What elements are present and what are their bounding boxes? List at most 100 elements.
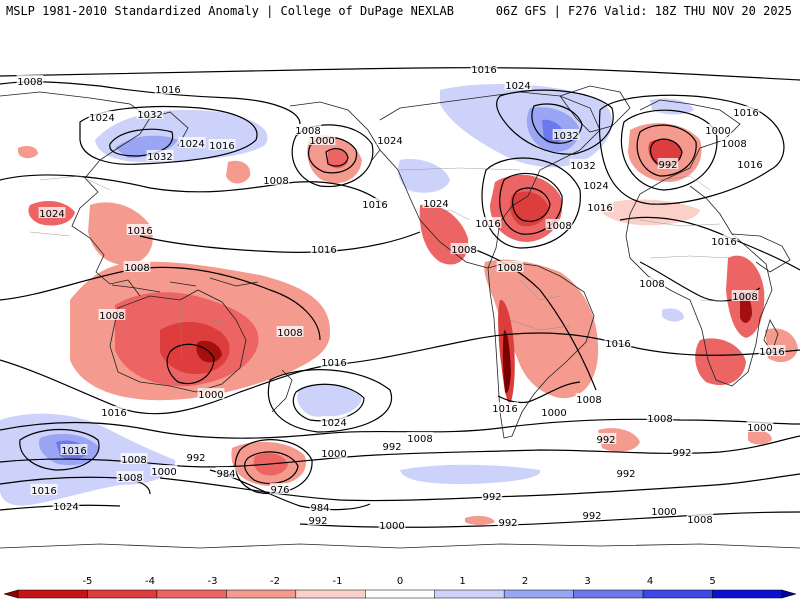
contour-label: 1016 <box>321 358 346 369</box>
contour-label-bg <box>581 509 603 520</box>
contour-label-bg <box>646 412 674 423</box>
contour-label: 1024 <box>423 199 448 210</box>
colorbar-cell <box>503 589 574 599</box>
colorbar-cell <box>17 589 88 599</box>
contour-label: 1032 <box>137 110 162 121</box>
contour-label: 1008 <box>451 245 476 256</box>
contour-label-bg <box>98 309 126 320</box>
political-borders <box>29 167 741 361</box>
contour-label: 1008 <box>732 292 757 303</box>
contour-label-bg <box>178 137 206 148</box>
contour-label-bg <box>474 217 502 228</box>
contour-label-bg <box>262 174 290 185</box>
isobar-1008-tropics <box>0 266 321 341</box>
contour-label-bg <box>215 467 237 478</box>
anomaly-north-america <box>398 159 450 193</box>
colorbar-cell <box>156 589 227 599</box>
colorbar-cells <box>3 589 797 599</box>
contour-label-bg <box>320 416 348 427</box>
isobar-1000-aus <box>166 343 215 385</box>
contour-label-bg <box>671 446 693 457</box>
contour-label-bg <box>16 75 44 86</box>
contour-label: 1016 <box>759 347 784 358</box>
coast-antarctica <box>0 543 800 549</box>
contour-label: 1008 <box>124 263 149 274</box>
contour-label: 1008 <box>546 221 571 232</box>
border-usa-canada <box>397 167 521 171</box>
contour-label: 1024 <box>89 113 114 124</box>
contour-label: 1016 <box>471 65 496 76</box>
contour-label-bg <box>710 235 738 246</box>
contour-label-bg <box>481 490 503 501</box>
isobar-1024-pacific-high <box>292 383 365 422</box>
isobar-1008-low <box>291 124 374 188</box>
anomaly-n-pacific-1 <box>226 160 251 184</box>
contour-label-bg <box>540 406 568 417</box>
contour-label: 992 <box>596 435 615 446</box>
contour-label-bg <box>60 444 88 455</box>
colorbar-tick-label: 4 <box>647 576 653 587</box>
contour-label-bg <box>720 137 748 148</box>
contour-label: 1016 <box>362 200 387 211</box>
contour-label-bg <box>496 261 524 272</box>
colorbar-tick-label: -2 <box>270 576 280 587</box>
contour-label-bg <box>208 139 236 150</box>
contour-label-bg <box>310 243 338 254</box>
contour-label: 992 <box>382 442 401 453</box>
contour-label-bg <box>361 198 389 209</box>
contour-label-bg <box>650 505 678 516</box>
contour-label-bg <box>381 440 403 451</box>
anomaly-siberia-pacific-core <box>115 135 178 158</box>
contour-label-bg <box>552 129 580 140</box>
contour-label: 1000 <box>651 507 676 518</box>
contour-label-bg <box>491 402 519 413</box>
border-africa-1 <box>639 219 741 303</box>
contour-label: 1016 <box>475 219 500 230</box>
contour-label: 992 <box>498 518 517 529</box>
coast-south-america <box>487 261 595 439</box>
contour-label-bg <box>126 224 154 235</box>
colorbar-tick-label: -5 <box>82 576 92 587</box>
contour-label: 1016 <box>31 486 56 497</box>
contour-label: 1016 <box>101 408 126 419</box>
contour-label-bg <box>136 108 164 119</box>
isobar-1016-sw <box>19 428 100 471</box>
contour-label-bg <box>120 453 148 464</box>
contour-label-bg <box>320 447 348 458</box>
contour-label-bg <box>38 207 66 218</box>
isobar-1016-tropics <box>139 231 421 253</box>
contour-label-bg <box>123 261 151 272</box>
colorbar-cell <box>781 589 797 599</box>
contour-label: 1016 <box>605 339 630 350</box>
colorbar-tick-label: -4 <box>145 576 155 587</box>
contour-label-bg <box>586 201 614 212</box>
model-run-valid-time: 06Z GFS | F276 Valid: 18Z THU NOV 20 202… <box>495 4 792 18</box>
contour-label: 1024 <box>53 502 78 513</box>
contour-label: 1008 <box>117 473 142 484</box>
contour-label: 1008 <box>17 77 42 88</box>
contour-label-bg <box>657 158 679 169</box>
contour-label: 1016 <box>61 446 86 457</box>
isobar-1016-europe <box>598 94 785 205</box>
contour-label: 984 <box>216 469 235 480</box>
contour-label: 1008 <box>263 176 288 187</box>
coast-arabia <box>731 233 791 273</box>
contour-label-bg <box>575 393 603 404</box>
contour-label-bg <box>320 356 348 367</box>
coastlines <box>0 85 800 549</box>
contour-label: 992 <box>672 448 691 459</box>
contour-label-bg <box>422 197 450 208</box>
contour-label-bg <box>604 337 632 348</box>
contour-label: 1024 <box>321 418 346 429</box>
contour-label-bg <box>294 124 322 135</box>
contour-label: 1000 <box>151 467 176 478</box>
border-usa-mexico <box>419 209 471 221</box>
coast-greenland <box>559 85 631 133</box>
border-australia-1 <box>179 299 237 361</box>
colorbar-cell <box>712 589 783 599</box>
contour-label: 992 <box>616 469 635 480</box>
contour-label-bg <box>150 465 178 476</box>
contour-label: 1016 <box>209 141 234 152</box>
contour-label: 1000 <box>379 521 404 532</box>
contour-label: 1000 <box>705 126 730 137</box>
